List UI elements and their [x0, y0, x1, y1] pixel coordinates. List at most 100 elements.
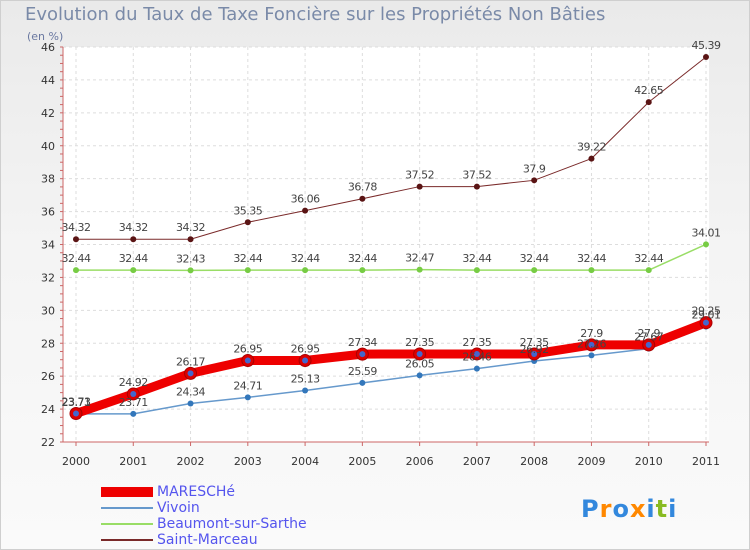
- legend-swatch: [101, 523, 153, 525]
- x-tick-label: 2005: [348, 455, 376, 468]
- data-point: [531, 267, 538, 274]
- data-label: 23.71: [119, 396, 148, 409]
- data-label: 24.34: [176, 385, 205, 398]
- chart-title: Evolution du Taux de Taxe Foncière sur l…: [25, 4, 606, 25]
- data-point: [130, 236, 137, 243]
- data-label: 26.95: [233, 343, 262, 356]
- data-point: [473, 365, 480, 372]
- data-point: [244, 219, 251, 226]
- data-point: [73, 236, 79, 243]
- data-point: [416, 372, 423, 379]
- data-point-inner: [244, 357, 251, 364]
- data-point: [130, 267, 137, 274]
- y-tick-label: 36: [41, 206, 55, 219]
- data-label: 37.9: [523, 162, 546, 175]
- x-tick-label: 2004: [291, 455, 319, 468]
- y-tick-label: 34: [41, 239, 55, 252]
- y-tick-label: 30: [41, 304, 55, 317]
- x-tick-label: 2008: [520, 455, 548, 468]
- data-label: 26.46: [462, 351, 491, 364]
- logo-letter: P: [581, 495, 600, 523]
- y-tick-label: 24: [41, 403, 55, 416]
- x-tick-label: 2000: [62, 455, 90, 468]
- data-label: 27.34: [348, 336, 377, 349]
- data-label: 27.9: [580, 327, 603, 340]
- data-label: 42.65: [634, 84, 663, 97]
- data-point: [302, 207, 309, 214]
- data-point: [645, 267, 652, 274]
- data-point-inner: [588, 341, 595, 348]
- legend-label: MARESCHé: [157, 484, 236, 500]
- unit-label: (en %): [27, 30, 64, 43]
- data-label: 32.47: [405, 252, 434, 265]
- legend-swatch: [101, 507, 153, 509]
- data-point: [359, 195, 366, 202]
- data-point: [588, 352, 595, 359]
- data-label: 27.35: [520, 336, 549, 349]
- data-point: [73, 267, 79, 274]
- data-point: [416, 183, 423, 190]
- data-point: [588, 155, 595, 162]
- data-label: 32.44: [634, 252, 663, 265]
- x-tick-label: 2009: [577, 455, 605, 468]
- data-label: 34.32: [119, 221, 148, 234]
- data-point: [588, 267, 595, 274]
- data-point-inner: [531, 350, 538, 357]
- x-tick-label: 2002: [177, 455, 205, 468]
- series-line-vivoin: [75, 325, 707, 415]
- x-tick-label: 2007: [463, 455, 491, 468]
- data-label: 27.35: [462, 336, 491, 349]
- legend-item-vivoin[interactable]: Vivoin: [101, 500, 200, 516]
- data-label: 27.9: [637, 327, 660, 340]
- data-label: 45.39: [692, 39, 721, 52]
- data-point: [302, 387, 309, 394]
- data-point: [645, 99, 652, 106]
- y-tick-label: 26: [41, 370, 55, 383]
- data-label: 34.32: [176, 221, 205, 234]
- data-label: 29.01: [692, 309, 721, 322]
- data-label: 32.43: [176, 252, 205, 265]
- data-label: 24.92: [119, 376, 148, 389]
- data-label: 37.52: [405, 169, 434, 182]
- data-label: 26.95: [291, 343, 320, 356]
- data-point-inner: [645, 341, 652, 348]
- legend-item-beaumont[interactable]: Beaumont-sur-Sarthe: [101, 516, 307, 532]
- data-point: [359, 267, 366, 274]
- data-label: 25.13: [291, 372, 320, 385]
- y-tick-label: 32: [41, 271, 55, 284]
- data-label: 29.25: [692, 305, 721, 318]
- x-tick-label: 2006: [406, 455, 434, 468]
- data-point-inner: [73, 410, 79, 417]
- data-label: 32.44: [119, 252, 148, 265]
- data-point: [187, 267, 194, 274]
- data-label: 27.26: [577, 337, 606, 350]
- data-label: 26.92: [520, 343, 549, 356]
- data-point: [703, 241, 709, 248]
- data-label: 24.71: [233, 379, 262, 392]
- data-label: 27.67: [634, 331, 663, 344]
- data-point: [703, 54, 709, 61]
- data-point: [302, 267, 309, 274]
- data-label: 32.44: [462, 252, 491, 265]
- data-label: 32.44: [233, 252, 262, 265]
- y-tick-label: 42: [41, 107, 55, 120]
- x-tick-label: 2003: [234, 455, 262, 468]
- data-label: 23.71: [62, 396, 91, 409]
- data-point-inner: [473, 350, 480, 357]
- logo-letter: i: [668, 495, 678, 523]
- data-label: 32.44: [348, 252, 377, 265]
- legend-item-mareschee[interactable]: MARESCHé: [101, 484, 236, 500]
- legend-label: Beaumont-sur-Sarthe: [157, 516, 307, 532]
- legend-label: Saint-Marceau: [157, 532, 258, 548]
- legend-item-saint-marceau[interactable]: Saint-Marceau: [101, 532, 258, 548]
- y-tick-label: 38: [41, 173, 55, 186]
- y-tick-label: 46: [41, 41, 55, 54]
- y-tick-label: 44: [41, 74, 55, 87]
- data-label: 26.05: [405, 357, 434, 370]
- x-tick-label: 2011: [692, 455, 720, 468]
- data-label: 26.17: [176, 355, 205, 368]
- data-point-inner: [416, 350, 423, 357]
- data-label: 37.52: [462, 169, 491, 182]
